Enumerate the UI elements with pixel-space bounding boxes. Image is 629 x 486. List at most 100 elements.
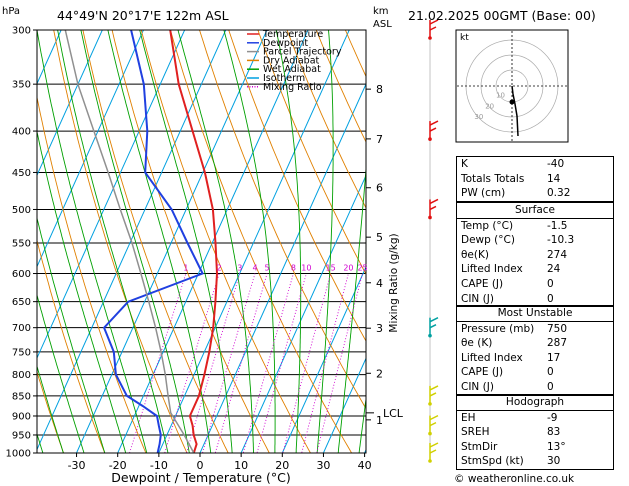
mixing-ratio-label: 25 bbox=[357, 264, 367, 273]
mixing-ratio-line bbox=[301, 273, 349, 453]
pressure-tick-label: 400 bbox=[12, 127, 31, 138]
hodograph-stat-row: StmDir 13° bbox=[457, 440, 613, 455]
barb-flag bbox=[429, 205, 437, 211]
unstable-label: θe (K) bbox=[461, 337, 493, 350]
barb-flag bbox=[429, 317, 439, 323]
pressure-tick-label: 350 bbox=[12, 80, 31, 91]
mixing-ratio-label: 2 bbox=[217, 264, 222, 273]
km-tick-label: 2 bbox=[376, 367, 383, 380]
barb-flag bbox=[429, 198, 439, 205]
isotherm bbox=[322, 357, 366, 453]
storm-motion-marker bbox=[509, 99, 515, 105]
dry-adiabat bbox=[111, 30, 270, 453]
barb-flag bbox=[429, 449, 437, 454]
wind-barb bbox=[428, 198, 439, 220]
isotherm bbox=[240, 174, 366, 453]
hodograph-stat-value: 13° bbox=[547, 440, 566, 453]
barb-flag bbox=[429, 392, 437, 397]
temperature-tick-label: 40 bbox=[358, 459, 372, 472]
unstable-label: Lifted Index bbox=[461, 351, 523, 364]
hodograph-stat-row: SREH 83 bbox=[457, 425, 613, 440]
dry-adiabat bbox=[228, 30, 366, 342]
barb-dot bbox=[428, 431, 432, 436]
lcl-label: LCL bbox=[383, 407, 404, 420]
barb-flag bbox=[429, 442, 439, 448]
hodograph-ring-label: 30 bbox=[474, 113, 483, 121]
isotherm bbox=[37, 30, 103, 177]
legend-label: Temperature bbox=[262, 29, 323, 40]
pressure-tick-label: 900 bbox=[12, 411, 31, 422]
surface-label: CAPE (J) bbox=[461, 277, 504, 290]
legend-label: Parcel Trajectory bbox=[263, 47, 342, 58]
wet-adiabat bbox=[57, 30, 169, 453]
indices-row: PW (cm) 0.32 bbox=[457, 186, 613, 201]
pressure-tick-label: 950 bbox=[12, 430, 31, 441]
surface-label: Lifted Index bbox=[461, 263, 523, 276]
barb-dot bbox=[428, 402, 432, 406]
wet-adiabat bbox=[107, 30, 212, 453]
series-dewpoint bbox=[102, 30, 204, 453]
legend-label: Isotherm bbox=[263, 73, 305, 84]
mixing-ratio-line bbox=[282, 273, 332, 453]
barb-dot bbox=[428, 333, 432, 338]
location-title: 44°49'N 20°17'E 122m ASL bbox=[57, 8, 229, 23]
surface-label: CIN (J) bbox=[461, 292, 494, 305]
wet-adiabat bbox=[37, 364, 64, 453]
temperature-tick-label: 10 bbox=[234, 459, 248, 472]
isotherm bbox=[37, 30, 62, 85]
dry-adiabat bbox=[257, 30, 366, 276]
mixing-ratio-label: 8 bbox=[291, 264, 296, 273]
dry-adiabat bbox=[37, 370, 65, 453]
barb-flag bbox=[429, 120, 439, 126]
unstable-value: 17 bbox=[547, 351, 561, 364]
dry-adiabat bbox=[286, 30, 366, 209]
series-parcel-trajectory bbox=[64, 30, 195, 453]
km-tick-label: 4 bbox=[376, 277, 383, 290]
wet-adiabat bbox=[37, 216, 106, 453]
wind-barb bbox=[428, 19, 439, 40]
hodograph-panel: Hodograph EH -9 SREH 83 StmDir 13° StmSpd (kt)… bbox=[456, 394, 614, 470]
wet-adiabat bbox=[177, 30, 255, 453]
wind-barb bbox=[428, 385, 439, 406]
hodograph-ring-label: 10 bbox=[496, 92, 505, 100]
copyright: © weatheronline.co.uk bbox=[454, 473, 575, 485]
hodograph-ring-label: 20 bbox=[485, 102, 494, 110]
hodograph-stat-label: StmDir bbox=[461, 440, 498, 453]
isotherm bbox=[37, 30, 227, 451]
isotherm bbox=[158, 30, 350, 453]
wind-barbs bbox=[428, 19, 439, 463]
surface-value: 0 bbox=[547, 277, 554, 290]
datetime-title: 21.02.2025 00GMT (Base: 00) bbox=[408, 8, 596, 23]
unstable-value: 0 bbox=[547, 366, 554, 379]
mixing-ratio-line bbox=[202, 273, 256, 453]
surface-value: 274 bbox=[547, 248, 568, 261]
barb-dot bbox=[428, 36, 432, 40]
mixing-ratio-line bbox=[164, 273, 220, 453]
barb-flag bbox=[429, 26, 437, 31]
barb-flag bbox=[429, 414, 439, 421]
pressure-tick-label: 650 bbox=[12, 297, 31, 308]
pressure-tick-label: 800 bbox=[12, 370, 31, 381]
surface-title: Surface bbox=[457, 203, 613, 219]
pressure-tick-label: 500 bbox=[12, 205, 31, 216]
pressure-tick-label: 600 bbox=[12, 269, 31, 280]
barb-flag bbox=[429, 324, 437, 329]
barb-dot bbox=[428, 137, 432, 141]
wet-adiabat bbox=[316, 30, 334, 453]
barb-dot bbox=[428, 215, 432, 220]
mixing-ratio-label: 3 bbox=[237, 264, 242, 273]
dry-adiabat bbox=[169, 30, 353, 453]
surface-value: 0 bbox=[547, 292, 554, 305]
hodograph-stat-label: SREH bbox=[461, 426, 490, 439]
pressure-tick-label: 450 bbox=[12, 168, 31, 179]
isotherm bbox=[75, 30, 268, 453]
hodograph-stat-value: 83 bbox=[547, 426, 561, 439]
indices-panel: K -40 Totals Totals 14 PW (cm) 0.32 bbox=[456, 156, 614, 202]
surface-row: Dewp (°C) -10.3 bbox=[457, 233, 613, 248]
hodograph-stat-value: 30 bbox=[547, 455, 561, 468]
surface-row: Temp (°C) -1.5 bbox=[457, 219, 613, 234]
unstable-label: CIN (J) bbox=[461, 380, 494, 393]
plot-axes: 3003504004505005506006507007508008509009… bbox=[6, 26, 404, 473]
